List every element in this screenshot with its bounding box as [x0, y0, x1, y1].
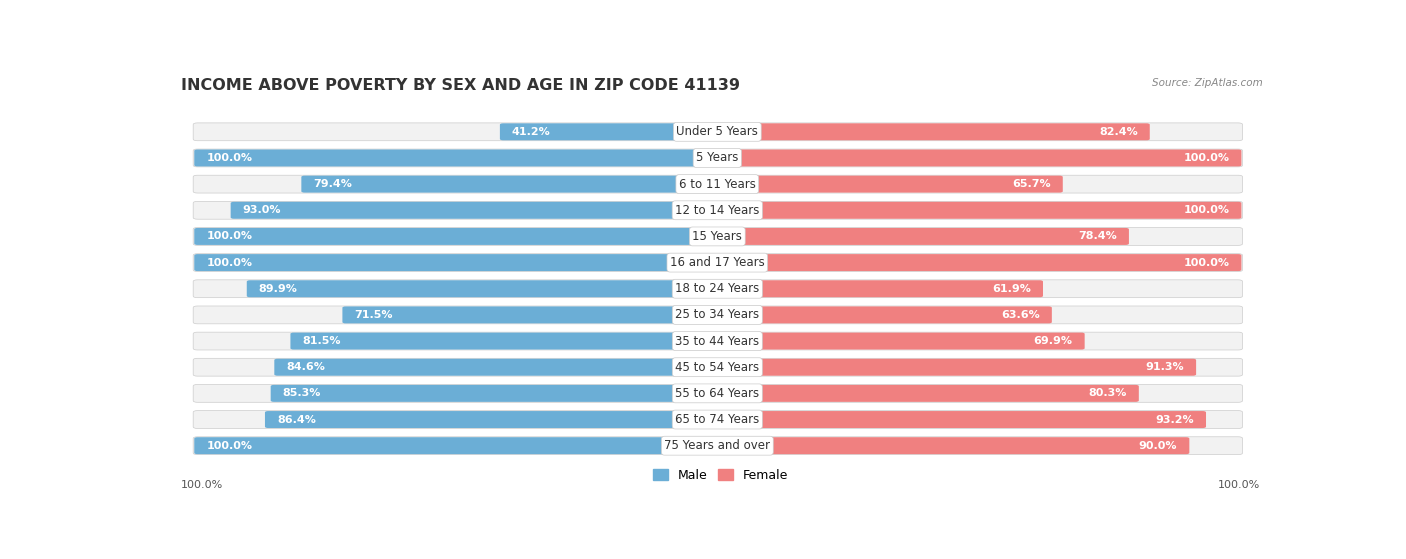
FancyBboxPatch shape [714, 280, 1043, 297]
Text: 100.0%: 100.0% [207, 258, 252, 268]
FancyBboxPatch shape [301, 176, 721, 193]
Text: 35 to 44 Years: 35 to 44 Years [675, 335, 759, 348]
Text: 12 to 14 Years: 12 to 14 Years [675, 204, 759, 217]
FancyBboxPatch shape [193, 332, 1243, 350]
FancyBboxPatch shape [247, 280, 721, 297]
Text: 100.0%: 100.0% [1184, 153, 1229, 163]
FancyBboxPatch shape [714, 228, 1129, 245]
FancyBboxPatch shape [193, 228, 1243, 245]
Text: 69.9%: 69.9% [1033, 336, 1073, 346]
Text: 84.6%: 84.6% [287, 362, 325, 372]
Text: 90.0%: 90.0% [1139, 440, 1177, 451]
FancyBboxPatch shape [193, 254, 1243, 272]
FancyBboxPatch shape [194, 228, 721, 245]
FancyBboxPatch shape [714, 149, 1241, 167]
FancyBboxPatch shape [193, 358, 1243, 376]
FancyBboxPatch shape [274, 359, 721, 376]
Text: 61.9%: 61.9% [993, 284, 1031, 293]
Text: 80.3%: 80.3% [1088, 389, 1126, 399]
Text: 81.5%: 81.5% [302, 336, 340, 346]
Text: 75 Years and over: 75 Years and over [664, 439, 770, 452]
Text: 91.3%: 91.3% [1146, 362, 1184, 372]
Text: 93.0%: 93.0% [243, 205, 281, 215]
FancyBboxPatch shape [231, 202, 721, 219]
FancyBboxPatch shape [714, 437, 1189, 454]
Text: 45 to 54 Years: 45 to 54 Years [675, 361, 759, 374]
FancyBboxPatch shape [343, 306, 721, 324]
Text: 100.0%: 100.0% [1184, 205, 1229, 215]
FancyBboxPatch shape [714, 306, 1052, 324]
Text: 71.5%: 71.5% [354, 310, 392, 320]
FancyBboxPatch shape [193, 123, 1243, 141]
FancyBboxPatch shape [501, 124, 721, 140]
FancyBboxPatch shape [193, 411, 1243, 428]
FancyBboxPatch shape [271, 385, 721, 402]
Text: INCOME ABOVE POVERTY BY SEX AND AGE IN ZIP CODE 41139: INCOME ABOVE POVERTY BY SEX AND AGE IN Z… [181, 78, 740, 93]
FancyBboxPatch shape [194, 254, 721, 271]
FancyBboxPatch shape [193, 385, 1243, 402]
Text: 100.0%: 100.0% [1184, 258, 1229, 268]
Text: 82.4%: 82.4% [1099, 127, 1137, 137]
FancyBboxPatch shape [193, 175, 1243, 193]
Text: 79.4%: 79.4% [314, 179, 353, 189]
Text: 100.0%: 100.0% [207, 440, 252, 451]
Text: 86.4%: 86.4% [277, 415, 316, 424]
Text: 100.0%: 100.0% [207, 231, 252, 241]
Text: 25 to 34 Years: 25 to 34 Years [675, 309, 759, 321]
Text: 63.6%: 63.6% [1001, 310, 1040, 320]
Text: 78.4%: 78.4% [1078, 231, 1116, 241]
Text: 93.2%: 93.2% [1156, 415, 1194, 424]
FancyBboxPatch shape [194, 149, 721, 167]
FancyBboxPatch shape [714, 176, 1063, 193]
FancyBboxPatch shape [193, 149, 1243, 167]
FancyBboxPatch shape [714, 359, 1197, 376]
Text: 85.3%: 85.3% [283, 389, 321, 399]
FancyBboxPatch shape [714, 411, 1206, 428]
FancyBboxPatch shape [193, 201, 1243, 219]
Text: 6 to 11 Years: 6 to 11 Years [679, 178, 756, 191]
Text: 41.2%: 41.2% [512, 127, 551, 137]
Text: 100.0%: 100.0% [1218, 480, 1260, 490]
Text: Under 5 Years: Under 5 Years [676, 125, 758, 138]
Text: 16 and 17 Years: 16 and 17 Years [669, 256, 765, 269]
FancyBboxPatch shape [193, 280, 1243, 297]
Text: 55 to 64 Years: 55 to 64 Years [675, 387, 759, 400]
FancyBboxPatch shape [291, 333, 721, 349]
FancyBboxPatch shape [714, 124, 1150, 140]
Legend: Male, Female: Male, Female [648, 464, 793, 487]
FancyBboxPatch shape [264, 411, 721, 428]
FancyBboxPatch shape [714, 254, 1241, 271]
FancyBboxPatch shape [714, 385, 1139, 402]
FancyBboxPatch shape [714, 333, 1084, 349]
Text: 100.0%: 100.0% [207, 153, 252, 163]
Text: 65 to 74 Years: 65 to 74 Years [675, 413, 759, 426]
Text: 100.0%: 100.0% [181, 480, 224, 490]
Text: 15 Years: 15 Years [692, 230, 742, 243]
FancyBboxPatch shape [194, 437, 721, 454]
Text: 5 Years: 5 Years [696, 151, 738, 164]
FancyBboxPatch shape [193, 437, 1243, 454]
Text: 89.9%: 89.9% [259, 284, 298, 293]
FancyBboxPatch shape [193, 306, 1243, 324]
Text: 18 to 24 Years: 18 to 24 Years [675, 282, 759, 295]
Text: 65.7%: 65.7% [1012, 179, 1050, 189]
Text: Source: ZipAtlas.com: Source: ZipAtlas.com [1153, 78, 1263, 88]
FancyBboxPatch shape [714, 202, 1241, 219]
